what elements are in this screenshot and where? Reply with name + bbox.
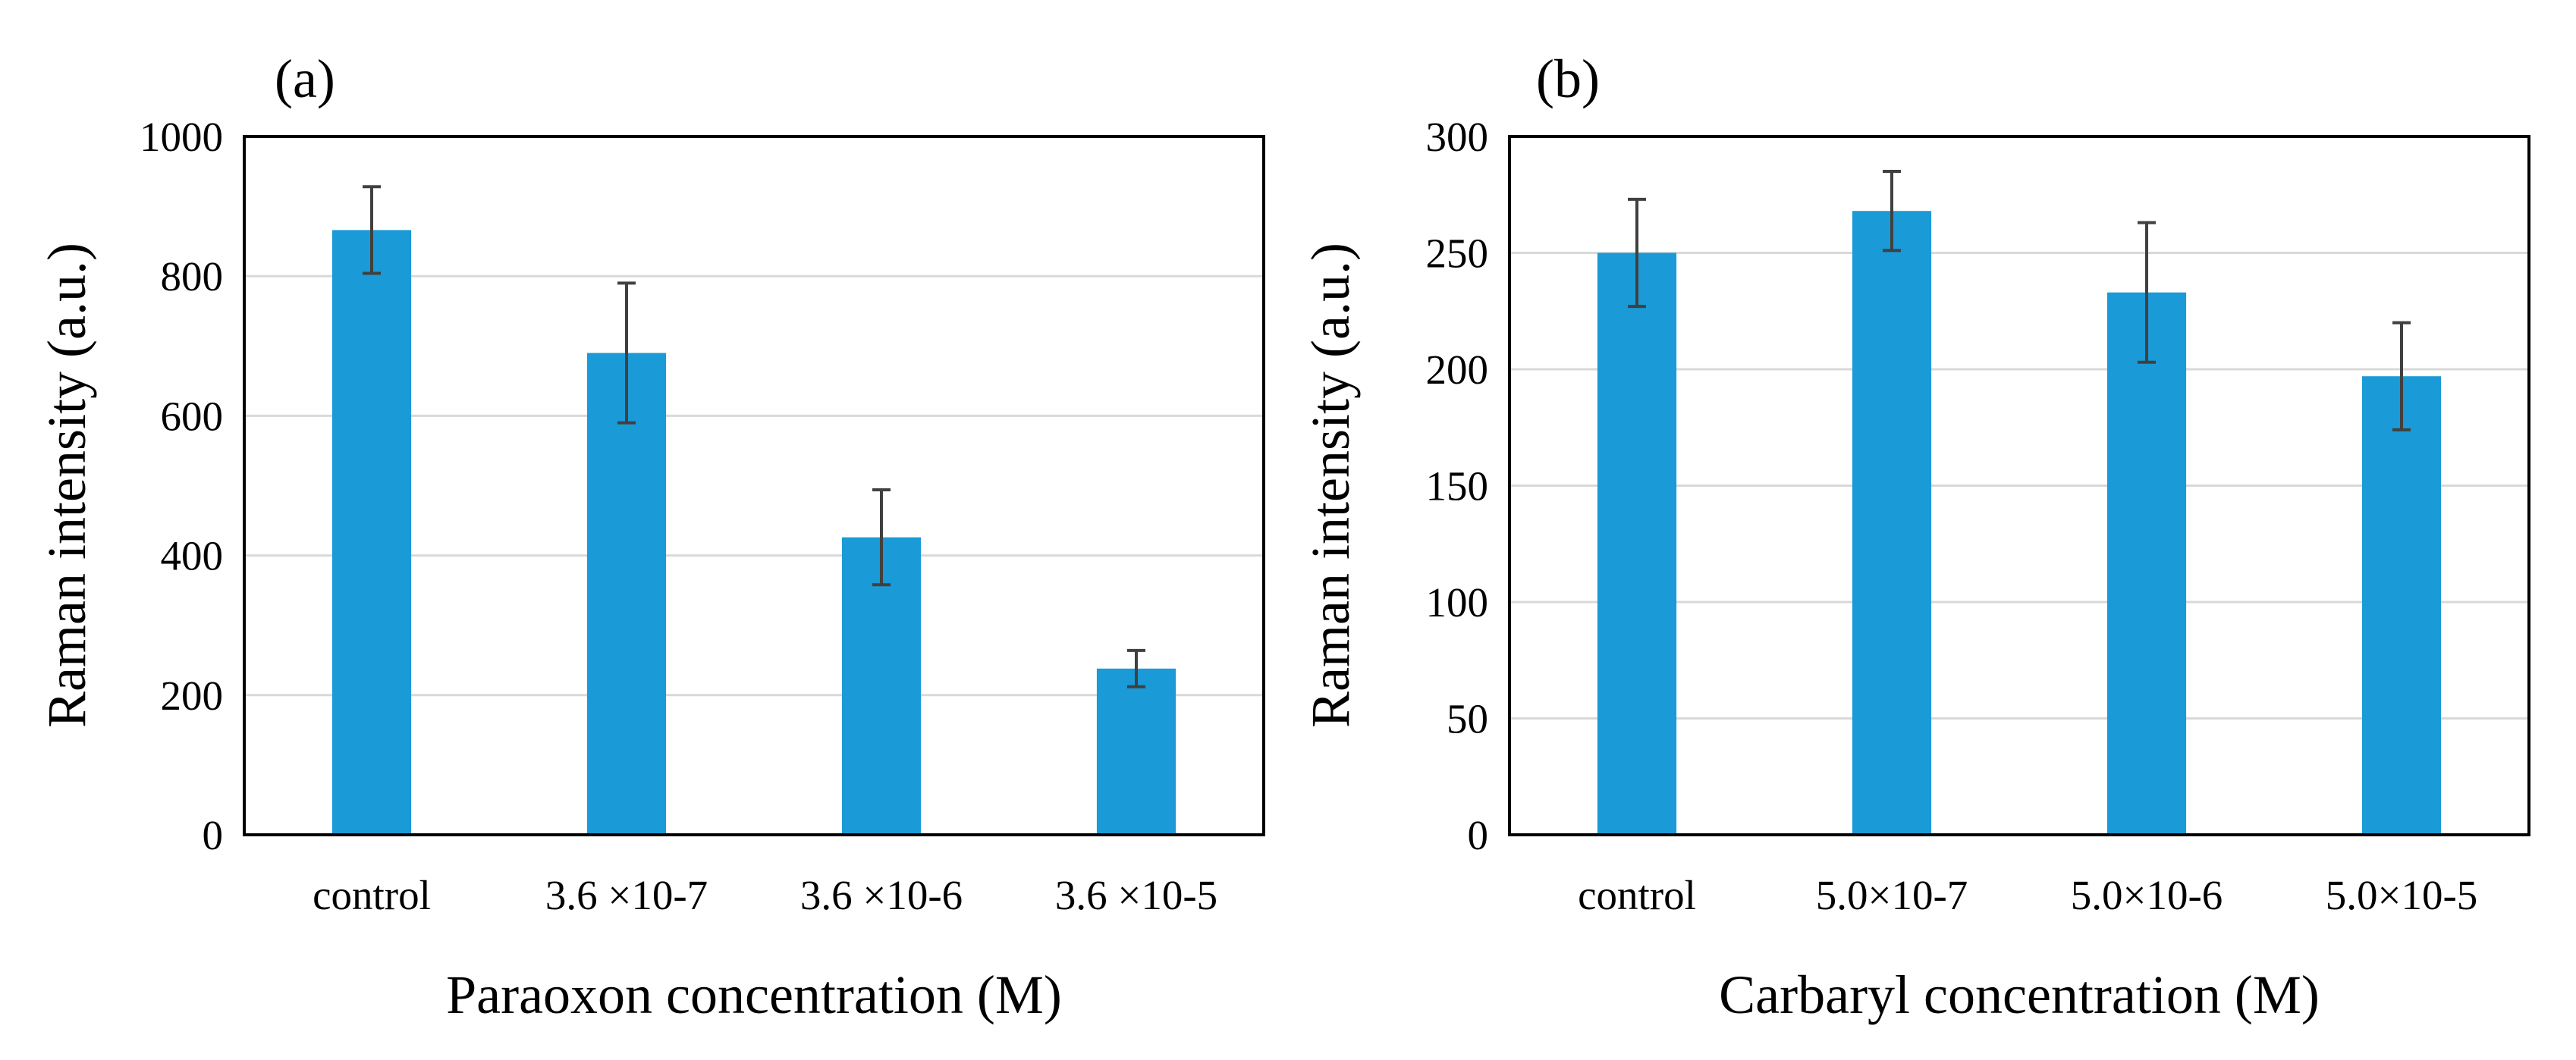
y-tick-label: 50 bbox=[1447, 696, 1488, 742]
y-tick-label: 150 bbox=[1426, 463, 1489, 510]
category-label: 5.0×10-5 bbox=[2326, 872, 2478, 918]
grid-b bbox=[1509, 252, 2529, 720]
category-label: 3.6 ×10-7 bbox=[545, 872, 708, 918]
category-label: 5.0×10-6 bbox=[2071, 872, 2223, 918]
category-labels-a: control 3.6 ×10-7 3.6 ×10-6 3.6 ×10-5 bbox=[313, 872, 1217, 918]
chart-panel-b: (b) 0 50 100 150 200 250 300 control 5.0×10-7 5.… bbox=[1300, 49, 2530, 1025]
y-axis-title-b: Raman intensity (a.u.) bbox=[1300, 243, 1361, 728]
y-tick-label: 1000 bbox=[140, 114, 223, 160]
bar bbox=[1096, 668, 1176, 835]
bar bbox=[331, 230, 412, 835]
y-tick-label: 200 bbox=[161, 673, 224, 719]
x-axis-title-b: Carbaryl concentration (M) bbox=[1719, 964, 2320, 1025]
y-axis-title-a: Raman intensity (a.u.) bbox=[36, 243, 97, 728]
category-label: 5.0×10-7 bbox=[1816, 872, 1968, 918]
category-labels-b: control 5.0×10-7 5.0×10-6 5.0×10-5 bbox=[1578, 872, 2477, 918]
y-tick-label: 0 bbox=[203, 812, 224, 858]
y-tick-label: 0 bbox=[1468, 812, 1489, 858]
bars-b bbox=[1597, 211, 2442, 836]
y-tick-label: 400 bbox=[161, 533, 224, 579]
panel-label-a: (a) bbox=[275, 49, 335, 109]
x-axis-title-a: Paraoxon concentration (M) bbox=[446, 964, 1062, 1025]
bar bbox=[2106, 292, 2187, 835]
y-tick-label: 800 bbox=[161, 253, 224, 299]
y-tick-label: 100 bbox=[1426, 579, 1489, 626]
plot-frame-a bbox=[243, 135, 1265, 836]
bar bbox=[1597, 252, 1677, 835]
y-tick-label: 250 bbox=[1426, 231, 1489, 277]
chart-panel-a: (a) 0 200 400 600 800 1000 control 3.6 ×10-7 3.… bbox=[36, 49, 1265, 1025]
bar bbox=[1852, 211, 1932, 835]
plot-frame-b bbox=[1508, 135, 2530, 836]
bar bbox=[841, 537, 922, 835]
y-tick-label: 200 bbox=[1426, 347, 1489, 393]
y-tick-label: 600 bbox=[161, 393, 224, 439]
category-label: 3.6 ×10-5 bbox=[1055, 872, 1217, 918]
error-bars-a bbox=[363, 185, 1145, 688]
category-label: control bbox=[1578, 872, 1696, 918]
y-tick-labels-a: 0 200 400 600 800 1000 bbox=[140, 114, 223, 858]
y-tick-labels-b: 0 50 100 150 200 250 300 bbox=[1426, 114, 1489, 858]
error-bars-b bbox=[1628, 170, 2411, 431]
bar bbox=[2361, 376, 2442, 836]
y-tick-label: 300 bbox=[1426, 114, 1489, 160]
bars-a bbox=[331, 230, 1176, 835]
grid-a bbox=[244, 274, 1264, 697]
category-label: 3.6 ×10-6 bbox=[800, 872, 963, 918]
bar bbox=[586, 353, 667, 835]
category-label: control bbox=[313, 872, 431, 918]
panel-label-b: (b) bbox=[1536, 49, 1600, 109]
